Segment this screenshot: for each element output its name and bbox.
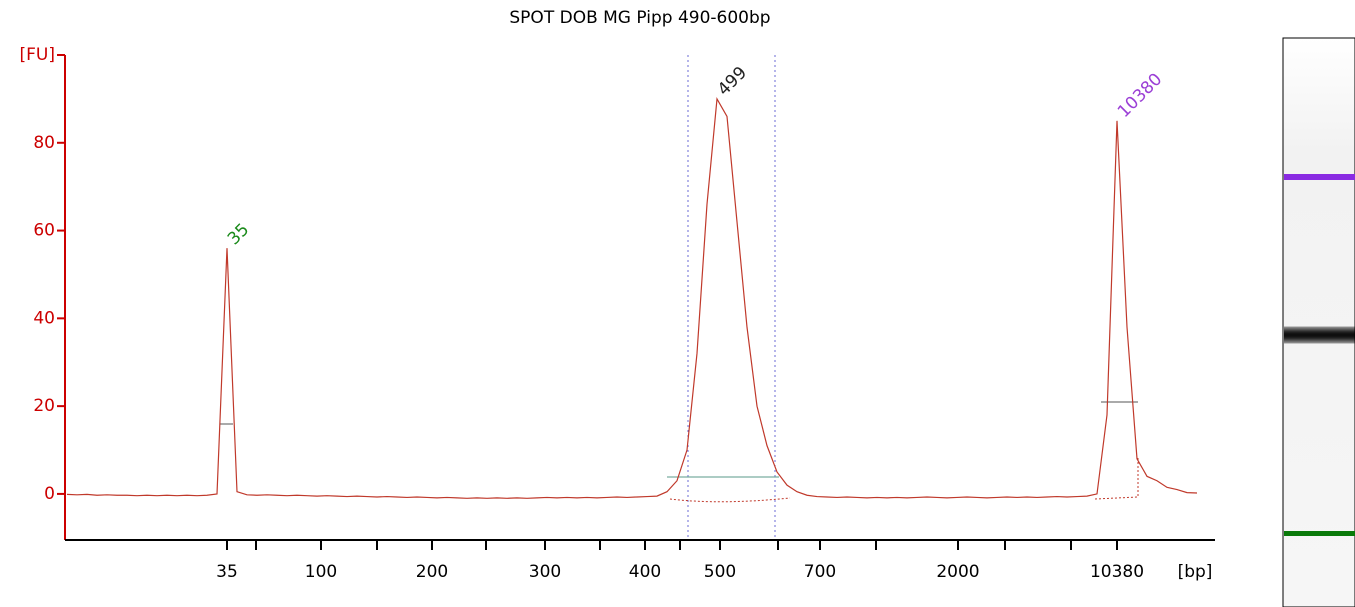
x-tick-label: 35 <box>216 562 238 582</box>
peak-label: 499 <box>714 63 751 100</box>
gel-lane <box>1282 37 1355 607</box>
gel-band <box>1284 174 1355 180</box>
y-tick-label: 40 <box>33 308 55 328</box>
chart-title: SPOT DOB MG Pipp 490-600bp <box>509 8 770 28</box>
x-tick-label: 400 <box>629 562 661 582</box>
peak-label: 10380 <box>1114 70 1166 122</box>
x-tick-label: 700 <box>804 562 836 582</box>
trace <box>66 96 1198 499</box>
baseline <box>669 458 1139 503</box>
y-tick-label: [FU] <box>20 45 56 65</box>
x-tick-label: 2000 <box>936 562 979 582</box>
x-tick-label: 200 <box>416 562 448 582</box>
gel-band <box>1284 531 1355 536</box>
x-tick-label: 500 <box>704 562 736 582</box>
gel-band <box>1284 328 1355 342</box>
y-tick-label: 60 <box>33 221 55 241</box>
x-unit: [bp] <box>1178 562 1213 582</box>
y-tick-label: 20 <box>33 396 55 416</box>
x-tick-label: 100 <box>305 562 337 582</box>
y-tick-label: 0 <box>44 484 55 504</box>
x-tick-label: 300 <box>529 562 561 582</box>
y-tick-label: 80 <box>33 133 55 153</box>
x-tick-label: 10380 <box>1090 562 1144 582</box>
peak-label: 35 <box>224 220 253 249</box>
